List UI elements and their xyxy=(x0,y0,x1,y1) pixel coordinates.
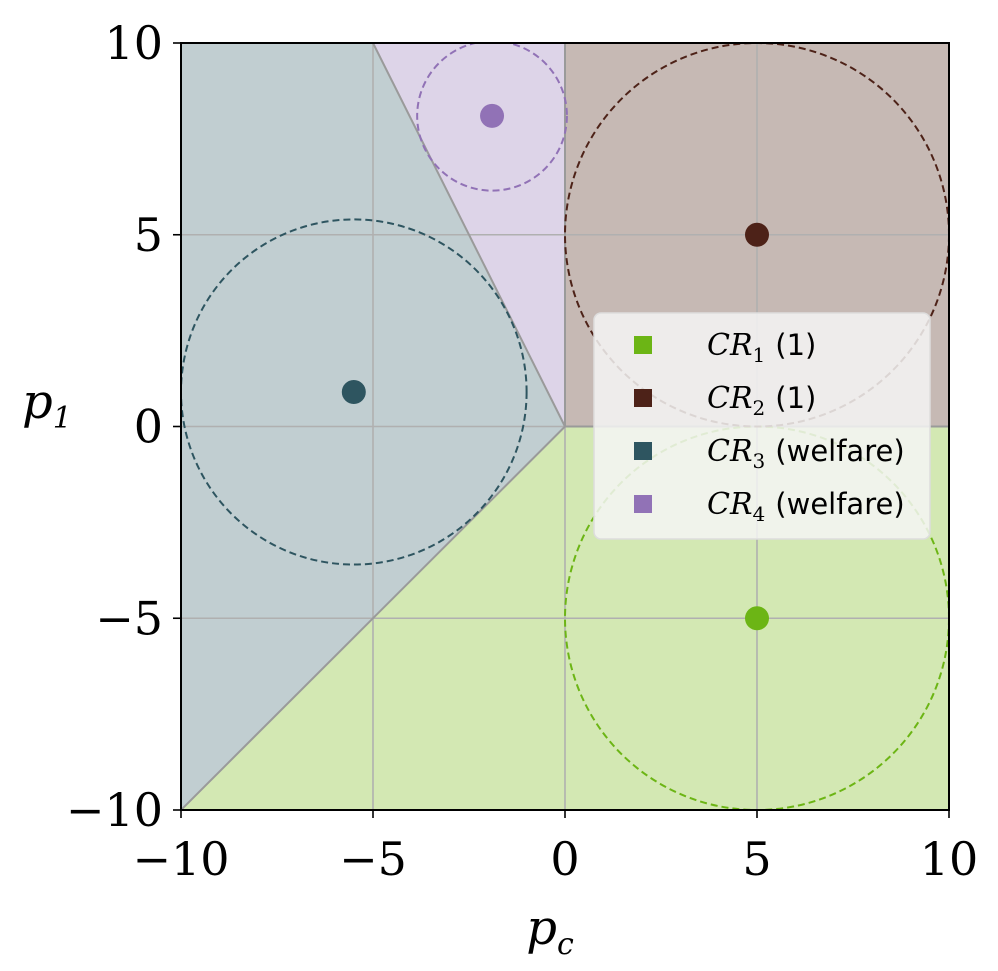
y-axis-label-main: p xyxy=(22,374,53,430)
legend-box xyxy=(593,312,931,540)
x-axis-label-sub: c xyxy=(557,927,574,962)
x-tick-label: 0 xyxy=(550,832,579,886)
legend-subscript: 4 xyxy=(753,502,766,526)
legend-note: (welfare) xyxy=(775,434,904,468)
legend-label-cr2: CR2 (1) xyxy=(707,381,816,420)
axis-ticks: −10 −5 0 5 10 −10 −5 0 5 10 xyxy=(66,16,978,886)
y-tick-label: 10 xyxy=(104,16,163,70)
circle-cr4 xyxy=(416,43,568,192)
legend-subscript: 2 xyxy=(753,396,766,420)
legend-label-cr4: CR4 (welfare) xyxy=(707,487,905,526)
x-tick-label: 10 xyxy=(920,832,979,886)
center-points xyxy=(341,103,769,631)
legend-name: CR xyxy=(707,381,753,416)
legend-marker-cr4 xyxy=(634,495,652,513)
legend-name: CR xyxy=(707,434,753,469)
legend-name: CR xyxy=(707,487,753,522)
boundary-line xyxy=(181,425,566,810)
legend-label-cr3: CR3 (welfare) xyxy=(707,434,905,473)
point-cr4 xyxy=(480,103,505,128)
boundary-line xyxy=(372,43,566,427)
legend-subscript: 1 xyxy=(753,343,766,367)
x-tick-label: 5 xyxy=(742,832,771,886)
legend-note: (welfare) xyxy=(775,487,904,521)
point-cr3 xyxy=(341,379,366,404)
legend: CR1 (1)CR2 (1)CR3 (welfare)CR4 (welfare) xyxy=(593,312,931,540)
legend-marker-cr1 xyxy=(634,336,652,354)
legend-marker-cr3 xyxy=(634,442,652,460)
x-tick-label: −5 xyxy=(339,832,407,886)
x-axis-label-main: p xyxy=(526,900,557,956)
legend-label-cr1: CR1 (1) xyxy=(707,328,816,367)
y-axis-label-sub: 1 xyxy=(53,401,72,436)
legend-subscript: 3 xyxy=(753,449,766,473)
circle-cr3 xyxy=(181,218,528,566)
y-axis-label: p1 xyxy=(22,374,72,436)
legend-note: (1) xyxy=(775,381,816,415)
x-tick-label: −10 xyxy=(132,832,229,886)
legend-marker-cr2 xyxy=(634,389,652,407)
point-cr2 xyxy=(745,222,769,247)
y-tick-label: −10 xyxy=(66,783,163,837)
legend-note: (1) xyxy=(775,328,816,362)
legend-name: CR xyxy=(707,328,753,363)
y-tick-label: 0 xyxy=(134,400,163,454)
y-tick-label: −5 xyxy=(95,591,163,645)
x-axis-label: pc xyxy=(526,900,574,962)
y-tick-label: 5 xyxy=(134,208,163,262)
point-cr1 xyxy=(745,606,769,631)
